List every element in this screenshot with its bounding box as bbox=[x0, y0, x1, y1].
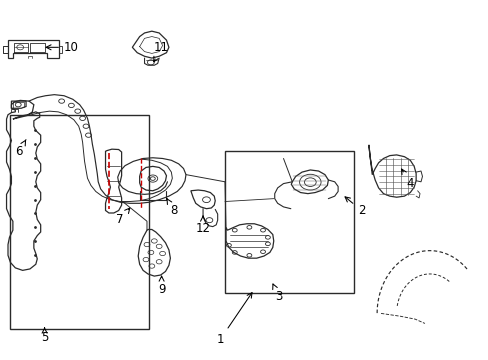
Text: 12: 12 bbox=[195, 216, 210, 235]
Text: 2: 2 bbox=[345, 197, 365, 217]
Text: 4: 4 bbox=[401, 169, 413, 190]
Text: 8: 8 bbox=[166, 199, 177, 217]
Bar bbox=[10, 116, 149, 329]
Text: 10: 10 bbox=[46, 41, 79, 54]
Text: 7: 7 bbox=[116, 208, 129, 226]
Text: 5: 5 bbox=[41, 328, 48, 344]
Text: 9: 9 bbox=[158, 276, 165, 296]
Text: 3: 3 bbox=[272, 284, 282, 303]
Text: 6: 6 bbox=[16, 140, 26, 158]
Text: 1: 1 bbox=[216, 293, 251, 346]
Text: 11: 11 bbox=[153, 41, 169, 62]
Bar bbox=[224, 151, 353, 293]
